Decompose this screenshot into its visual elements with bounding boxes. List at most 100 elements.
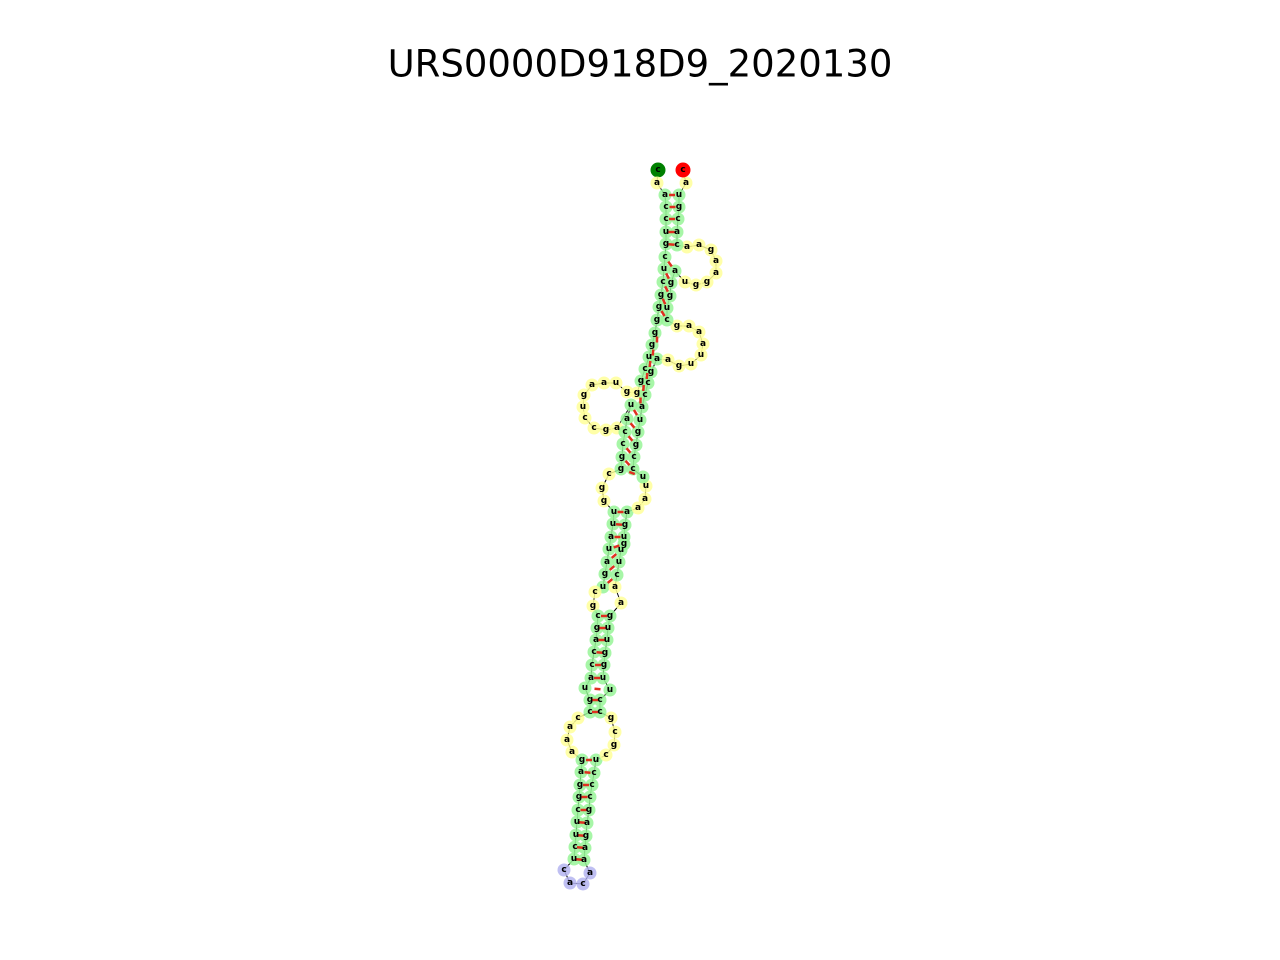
- nucleotide-highlight: [672, 359, 686, 373]
- nucleotide: c: [660, 277, 665, 287]
- nucleotide: u: [613, 378, 619, 388]
- nucleotide: g: [619, 452, 625, 462]
- nucleotide: g: [599, 483, 605, 493]
- nucleotide: a: [713, 256, 719, 266]
- nucleotide: g: [587, 695, 593, 705]
- nucleotide: c: [663, 214, 668, 224]
- nucleotide: u: [600, 673, 606, 683]
- nucleotide: g: [638, 376, 644, 386]
- nucleotide: a: [635, 503, 641, 513]
- base-pair: [608, 565, 616, 571]
- nucleotide: c: [680, 165, 685, 175]
- nucleotide: a: [662, 190, 668, 200]
- nucleotide-highlight: [583, 705, 597, 719]
- base-pair: [665, 272, 670, 280]
- nucleotide-highlight: [615, 450, 629, 464]
- nucleotide: g: [656, 302, 662, 312]
- nucleotide-highlight: [591, 609, 605, 623]
- nucleotide-highlight: [604, 711, 618, 725]
- nucleotide-highlight: [620, 385, 634, 399]
- nucleotide-highlight: [589, 753, 603, 767]
- nucleotide-highlight: [657, 262, 671, 276]
- nucleotide-highlight: [620, 505, 634, 519]
- nucleotide: u: [663, 227, 669, 237]
- nucleotide-highlight: [661, 353, 675, 367]
- nucleotide-highlight: [617, 530, 631, 544]
- nucleotide-highlight: [612, 555, 626, 569]
- nucleotide-highlight: [572, 790, 586, 804]
- nucleotide: g: [658, 290, 664, 300]
- base-pair: [575, 857, 583, 862]
- nucleotide-highlight: [660, 313, 674, 327]
- nucleotide-highlight: [650, 176, 664, 190]
- nucleotide-highlight: [700, 275, 714, 289]
- nucleotide: g: [579, 755, 585, 765]
- base-pair: [632, 409, 639, 416]
- nucleotide: a: [608, 532, 614, 542]
- nucleotide-highlight: [600, 555, 614, 569]
- nucleotide: g: [611, 740, 617, 750]
- nucleotide: c: [591, 768, 596, 778]
- nucleotide-highlight: [678, 275, 692, 289]
- nucleotide-highlight: [578, 681, 592, 695]
- nucleotide: a: [696, 327, 702, 337]
- base-pair: [664, 285, 669, 293]
- nucleotide-highlight: [658, 250, 672, 264]
- nucleotide-highlight: [696, 337, 710, 351]
- nucleotide-highlight: [573, 778, 587, 792]
- nucleotide: g: [652, 328, 658, 338]
- nucleotide: u: [582, 683, 588, 693]
- pairs: [575, 193, 676, 862]
- nucleotide: c: [582, 413, 587, 423]
- nucleotide: a: [567, 722, 573, 732]
- nucleotide-highlight: [689, 278, 703, 292]
- nucleotide-highlight: [580, 816, 594, 830]
- nucleotide: a: [614, 423, 620, 433]
- nucleotide: u: [574, 817, 580, 827]
- nucleotide-highlight: [650, 313, 664, 327]
- nucleotide-highlight: [648, 326, 662, 340]
- base-pair: [651, 349, 655, 356]
- nucleotide-highlight: [682, 319, 696, 333]
- nucleotide: a: [581, 855, 587, 865]
- nucleotide: c: [591, 647, 596, 657]
- base-pair: [667, 260, 673, 268]
- nucleotide: u: [664, 303, 670, 313]
- nucleotide-highlight: [584, 671, 598, 685]
- nucleotide: a: [604, 557, 610, 567]
- nucleotide-highlight: [578, 841, 592, 855]
- nucleotide: a: [665, 355, 671, 365]
- nucleotide-highlight: [616, 437, 630, 451]
- nucleotide: a: [684, 242, 690, 252]
- nucleotide: u: [637, 415, 643, 425]
- nucleotide-highlight: [694, 348, 708, 362]
- nucleotide-highlight: [571, 711, 585, 725]
- nucleotide: a: [578, 767, 584, 777]
- nucleotide: c: [645, 378, 650, 388]
- nucleotide-highlight: [672, 188, 686, 202]
- nucleotide: u: [593, 755, 599, 765]
- nucleotide-highlight: [627, 450, 641, 464]
- nucleotide: c: [620, 439, 625, 449]
- nucleotide-highlight: [582, 803, 596, 817]
- nucleotide-highlight: [607, 505, 621, 519]
- nucleotide-highlight: [631, 425, 645, 439]
- nucleotide-highlight: [599, 423, 613, 437]
- nucleotide: g: [622, 520, 628, 530]
- nucleotide-highlight: [585, 378, 599, 392]
- nucleotide-highlight: [659, 237, 673, 251]
- base-pair: [606, 578, 614, 584]
- nucleotide-highlight: [692, 238, 706, 252]
- nucleotide: g: [621, 539, 627, 549]
- nucleotide-highlight: [614, 462, 628, 476]
- base-pair: [578, 820, 586, 825]
- nucleotide-highlight: [660, 301, 674, 315]
- nucleotide-highlight: [608, 725, 622, 739]
- nucleotide: g: [634, 388, 640, 398]
- nucleotide: a: [686, 321, 692, 331]
- nucleotide-highlight: [596, 671, 610, 685]
- nucleotide-highlight: [650, 162, 666, 178]
- nucleotide: g: [608, 713, 614, 723]
- nucleotide: g: [667, 291, 673, 301]
